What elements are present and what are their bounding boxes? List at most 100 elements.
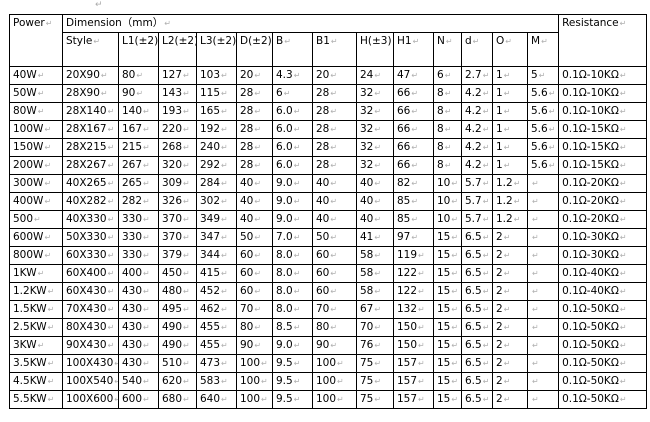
cell-h: 32 [356, 120, 394, 139]
cell-l1: 265 [118, 174, 159, 193]
cell-d-dim: 20 [236, 66, 273, 85]
cell-l2: 620 [158, 372, 197, 391]
cell-h: 76 [356, 336, 394, 355]
cell-l2: 220 [158, 120, 197, 139]
cell-h1: 85 [393, 210, 434, 229]
table-row: 150W28X215215268240286.028326684.215.60.… [9, 138, 648, 157]
cell-l2: 510 [158, 354, 197, 373]
cell-style: 28X90 [62, 84, 119, 103]
cell-l1: 430 [118, 336, 159, 355]
cell-l3: 583 [196, 372, 237, 391]
cell-d: 4.2 [461, 84, 493, 103]
cell-h: 40 [356, 174, 394, 193]
cell-resistance: 0.1Ω-30KΩ [558, 228, 648, 247]
cell-resistance: 0.1Ω-20KΩ [558, 192, 648, 211]
cell-power: 80W [9, 102, 63, 121]
header-col-n: N [433, 32, 462, 67]
cell-d-dim: 100 [236, 390, 273, 409]
cell-resistance: 0.1Ω-50KΩ [558, 354, 648, 373]
cell-l3: 115 [196, 84, 237, 103]
cell-h1: 150 [393, 318, 434, 337]
cell-l1: 282 [118, 192, 159, 211]
cell-l1: 267 [118, 156, 159, 175]
cell-d: 6.5 [461, 264, 493, 283]
cell-power: 40W [9, 66, 63, 85]
cell-b1: 28 [312, 84, 357, 103]
cell-l2: 370 [158, 210, 197, 229]
cell-o: 1.2 [492, 192, 528, 211]
cell-h1: 122 [393, 264, 434, 283]
cell-n: 15 [433, 300, 462, 319]
cell-m [526, 174, 560, 193]
cell-style: 60X400 [62, 264, 119, 283]
cell-b1: 28 [312, 102, 357, 121]
cell-d: 6.5 [461, 300, 493, 319]
cell-m: 5 [526, 66, 560, 85]
table-row: 80W28X140140193165286.028326684.215.60.1… [9, 102, 648, 121]
cell-style: 28X167 [62, 120, 119, 139]
cell-n: 10 [433, 174, 462, 193]
paragraph-mark: ↵ [95, 0, 103, 10]
cell-b: 9.5 [272, 354, 313, 373]
cell-b: 8.0 [272, 282, 313, 301]
cell-h: 40 [356, 210, 394, 229]
table-row: 50W28X909014311528628326684.215.60.1Ω-10… [9, 84, 648, 103]
table-row: 50040X330330370349409.0404085105.71.20.1… [9, 210, 648, 229]
cell-power: 600W [9, 228, 63, 247]
cell-power: 300W [9, 174, 63, 193]
cell-power: 50W [9, 84, 63, 103]
cell-n: 10 [433, 192, 462, 211]
cell-m [526, 246, 560, 265]
cell-m: 5.6 [526, 102, 560, 121]
table-row: 5.5KW100X6006006806401009.510075157156.5… [9, 390, 648, 409]
cell-resistance: 0.1Ω-40KΩ [558, 282, 648, 301]
cell-n: 8 [433, 84, 462, 103]
cell-h: 75 [356, 372, 394, 391]
cell-b1: 50 [312, 228, 357, 247]
cell-d: 4.2 [461, 156, 493, 175]
cell-style: 100X430 [62, 354, 119, 373]
cell-d: 6.5 [461, 354, 493, 373]
cell-o: 1 [492, 84, 528, 103]
cell-h: 58 [356, 246, 394, 265]
cell-b1: 70 [312, 300, 357, 319]
cell-n: 10 [433, 210, 462, 229]
header-col-h3: H(±3) [356, 32, 394, 67]
cell-n: 8 [433, 102, 462, 121]
cell-l2: 193 [158, 102, 197, 121]
cell-l2: 480 [158, 282, 197, 301]
cell-style: 80X430 [62, 318, 119, 337]
cell-l1: 215 [118, 138, 159, 157]
cell-power: 400W [9, 192, 63, 211]
cell-power: 3.5KW [9, 354, 63, 373]
cell-resistance: 0.1Ω-20KΩ [558, 210, 648, 229]
resistor-spec-table: Power Dimension（mm） Resistance StyleL1(±… [9, 14, 648, 409]
cell-resistance: 0.1Ω-40KΩ [558, 264, 648, 283]
header-col-b: B [272, 32, 313, 67]
cell-style: 100X540 [62, 372, 119, 391]
header-row: Power Dimension（mm） Resistance [9, 14, 648, 67]
cell-d-dim: 40 [236, 210, 273, 229]
cell-l3: 455 [196, 318, 237, 337]
cell-o: 2 [492, 354, 528, 373]
cell-l3: 415 [196, 264, 237, 283]
cell-l1: 330 [118, 210, 159, 229]
cell-resistance: 0.1Ω-10KΩ [558, 84, 648, 103]
cell-o: 2 [492, 336, 528, 355]
cell-power: 4.5KW [9, 372, 63, 391]
cell-resistance: 0.1Ω-50KΩ [558, 390, 648, 409]
cell-style: 40X330 [62, 210, 119, 229]
cell-b1: 20 [312, 66, 357, 85]
cell-resistance: 0.1Ω-20KΩ [558, 174, 648, 193]
cell-power: 1KW [9, 264, 63, 283]
cell-o: 2 [492, 300, 528, 319]
cell-l1: 400 [118, 264, 159, 283]
cell-b1: 40 [312, 210, 357, 229]
cell-n: 8 [433, 120, 462, 139]
cell-power: 800W [9, 246, 63, 265]
cell-m [526, 282, 560, 301]
cell-power: 150W [9, 138, 63, 157]
cell-d-dim: 28 [236, 102, 273, 121]
cell-b1: 60 [312, 264, 357, 283]
cell-o: 2 [492, 282, 528, 301]
